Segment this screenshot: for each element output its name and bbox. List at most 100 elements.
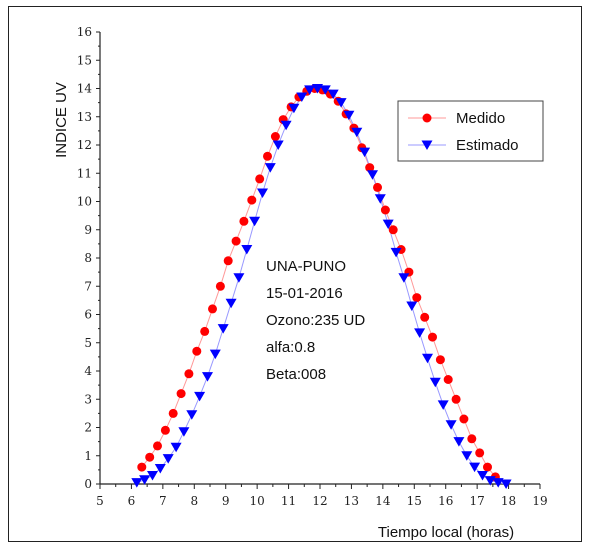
y-tick-label: 10 bbox=[77, 195, 92, 209]
data-point-medido bbox=[428, 332, 437, 342]
data-point-estimado bbox=[390, 247, 402, 258]
y-tick-label: 12 bbox=[77, 138, 92, 152]
y-tick-label: 0 bbox=[84, 477, 92, 491]
data-point-medido bbox=[215, 281, 225, 291]
data-point-medido bbox=[184, 369, 194, 379]
y-tick-label: 3 bbox=[84, 392, 92, 406]
legend-marker-estimado bbox=[421, 140, 433, 150]
x-axis-title: Tiempo local (horas) bbox=[378, 524, 514, 541]
data-point-estimado bbox=[162, 454, 174, 464]
data-point-medido bbox=[176, 389, 186, 399]
annotation-line-2: 15-01-2016 bbox=[266, 285, 343, 302]
y-tick-label: 15 bbox=[77, 53, 92, 67]
data-point-medido bbox=[145, 452, 155, 462]
data-point-medido bbox=[137, 462, 147, 472]
data-point-medido bbox=[270, 132, 280, 141]
y-tick-label: 13 bbox=[77, 110, 92, 124]
data-point-medido bbox=[459, 414, 469, 424]
legend-label-medido: Medido bbox=[456, 110, 505, 127]
data-point-estimado bbox=[406, 301, 418, 311]
data-point-estimado bbox=[131, 478, 143, 488]
data-point-estimado bbox=[272, 140, 284, 150]
y-tick-label: 11 bbox=[77, 166, 92, 180]
data-point-estimado bbox=[288, 103, 300, 114]
data-point-medido bbox=[373, 182, 382, 192]
x-tick-label: 7 bbox=[159, 494, 167, 508]
legend-box bbox=[397, 100, 544, 162]
data-point-estimado bbox=[170, 442, 182, 453]
data-point-estimado bbox=[249, 216, 261, 227]
data-point-medido bbox=[231, 236, 241, 246]
data-point-estimado bbox=[217, 324, 229, 334]
data-point-medido bbox=[160, 425, 170, 435]
data-point-estimado bbox=[312, 84, 323, 94]
data-point-medido bbox=[192, 346, 202, 356]
data-point-estimado bbox=[461, 451, 473, 461]
y-tick-label: 1 bbox=[84, 449, 92, 463]
x-tick-label: 11 bbox=[281, 494, 296, 508]
data-point-estimado bbox=[264, 163, 276, 173]
data-point-medido bbox=[255, 174, 265, 184]
data-point-estimado bbox=[296, 92, 308, 102]
data-point-medido bbox=[239, 216, 249, 226]
data-point-estimado bbox=[186, 410, 198, 420]
data-point-estimado bbox=[367, 170, 378, 180]
data-point-estimado bbox=[453, 437, 465, 447]
data-point-medido bbox=[380, 205, 390, 215]
x-tick-label: 17 bbox=[470, 494, 485, 508]
data-point-estimado bbox=[437, 400, 449, 410]
data-point-estimado bbox=[257, 188, 268, 198]
data-point-medido bbox=[483, 462, 492, 472]
data-point-estimado bbox=[374, 194, 386, 204]
annotation-block: UNA-PUNO 15-01-2016 Ozono:235 UD alfa:0.… bbox=[266, 258, 365, 383]
data-point-estimado bbox=[492, 478, 504, 488]
data-point-estimado bbox=[319, 85, 331, 95]
annotation-line-3: Ozono:235 UD bbox=[266, 312, 365, 329]
data-point-estimado bbox=[343, 110, 355, 121]
data-point-medido bbox=[365, 163, 375, 173]
data-point-medido bbox=[467, 434, 477, 444]
data-point-medido bbox=[443, 375, 453, 384]
x-tick-label: 15 bbox=[407, 494, 422, 508]
data-point-estimado bbox=[139, 475, 151, 485]
data-point-estimado bbox=[398, 273, 410, 283]
data-point-estimado bbox=[477, 471, 488, 481]
data-point-estimado bbox=[422, 353, 433, 364]
data-point-estimado bbox=[429, 377, 441, 388]
data-point-estimado bbox=[178, 427, 190, 437]
y-tick-label: 5 bbox=[84, 336, 92, 350]
x-tick-label: 5 bbox=[96, 494, 104, 508]
data-point-medido bbox=[200, 326, 210, 336]
data-point-estimado bbox=[500, 479, 512, 489]
data-point-estimado bbox=[225, 298, 237, 309]
data-point-estimado bbox=[382, 219, 394, 230]
annotation-line-1: UNA-PUNO bbox=[266, 258, 346, 275]
data-point-medido bbox=[153, 441, 162, 451]
data-point-estimado bbox=[351, 127, 363, 138]
x-tick-label: 9 bbox=[222, 494, 230, 508]
legend: Medido Estimado bbox=[397, 100, 544, 162]
data-point-medido bbox=[412, 293, 422, 303]
data-point-estimado bbox=[233, 273, 245, 283]
legend-marker-medido bbox=[422, 113, 432, 123]
data-point-medido bbox=[435, 355, 445, 365]
x-tick-label: 13 bbox=[344, 494, 359, 508]
data-point-estimado bbox=[469, 462, 481, 473]
legend-label-estimado: Estimado bbox=[456, 137, 519, 154]
annotation-line-5: Beta:008 bbox=[266, 366, 326, 383]
y-tick-label: 4 bbox=[84, 364, 92, 378]
data-point-medido bbox=[263, 151, 272, 161]
data-point-estimado bbox=[154, 464, 166, 474]
y-tick-label: 14 bbox=[77, 82, 93, 96]
data-point-estimado bbox=[359, 147, 371, 158]
data-point-medido bbox=[247, 195, 257, 205]
data-point-medido bbox=[388, 225, 398, 235]
x-tick-label: 19 bbox=[532, 494, 547, 508]
data-point-estimado bbox=[335, 98, 347, 108]
data-point-medido bbox=[168, 408, 178, 418]
data-point-medido bbox=[208, 304, 217, 314]
data-point-estimado bbox=[304, 85, 316, 95]
annotation-line-4: alfa:0.8 bbox=[266, 339, 315, 356]
y-tick-label: 7 bbox=[84, 279, 92, 293]
data-point-estimado bbox=[414, 328, 426, 338]
